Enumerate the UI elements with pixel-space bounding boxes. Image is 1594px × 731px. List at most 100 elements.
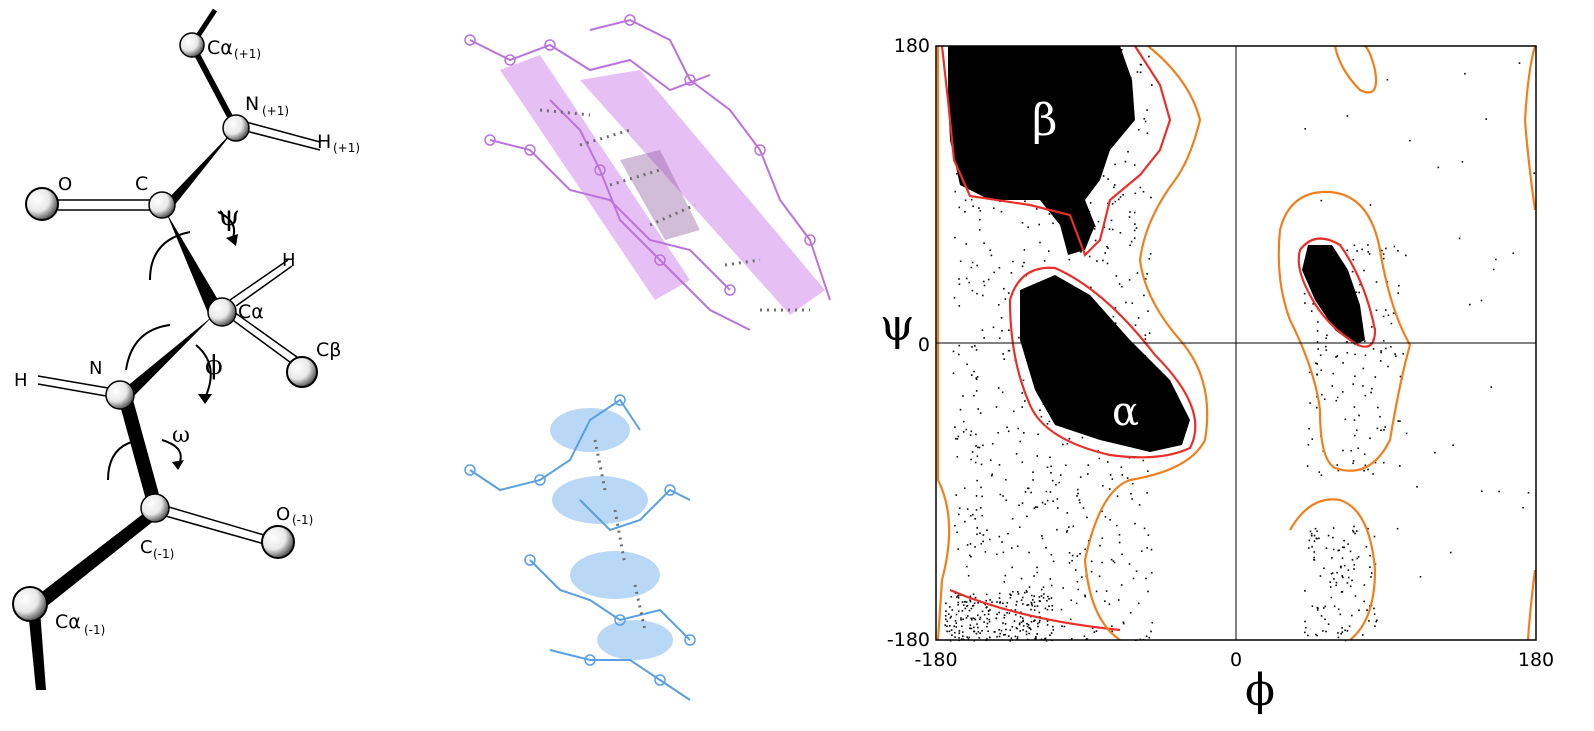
- scatter-point: [1020, 621, 1023, 624]
- scatter-point: [1356, 530, 1358, 532]
- scatter-point: [998, 635, 1001, 638]
- bond-c-ca-wedge: [166, 212, 224, 318]
- scatter-point: [979, 412, 982, 414]
- scatter-point: [1002, 551, 1005, 554]
- scatter-point: [1062, 587, 1064, 589]
- scatter-point: [1114, 200, 1117, 203]
- scatter-point: [1347, 576, 1350, 579]
- scatter-point: [1014, 609, 1017, 611]
- scatter-point: [1077, 492, 1079, 495]
- contours: [936, 45, 1537, 641]
- scatter-point: [1034, 637, 1037, 640]
- scatter-point: [999, 602, 1001, 604]
- scatter-point: [1150, 630, 1152, 633]
- scatter-point: [1355, 291, 1358, 294]
- scatter-point: [1316, 341, 1319, 343]
- scatter-point: [1011, 518, 1014, 520]
- scatter-point: [1035, 208, 1038, 210]
- scatter-point: [1327, 534, 1330, 537]
- scatter-point: [1336, 355, 1339, 357]
- scatter-point: [1357, 447, 1360, 450]
- scatter-point: [1382, 461, 1385, 464]
- scatter-point: [998, 611, 1000, 614]
- scatter-point: [999, 632, 1001, 635]
- scatter-point: [1485, 118, 1487, 120]
- scatter-point: [1313, 534, 1316, 537]
- scatter-point: [1079, 476, 1082, 478]
- scatter-point: [1138, 602, 1140, 605]
- label-psi: ψ: [218, 199, 240, 232]
- scatter-point: [989, 459, 992, 461]
- atom-o: [25, 187, 59, 221]
- scatter-point: [1021, 265, 1024, 268]
- scatter-point: [954, 620, 957, 622]
- scatter-point: [1147, 470, 1149, 472]
- scatter-point: [1034, 619, 1036, 622]
- scatter-point: [953, 297, 956, 299]
- scatter-point: [1308, 427, 1310, 430]
- scatter-point: [979, 507, 982, 509]
- scatter-point: [1373, 607, 1375, 610]
- scatter-point: [973, 602, 976, 604]
- scatter-point: [1021, 617, 1024, 619]
- scatter-point: [975, 390, 978, 392]
- scatter-point: [1040, 595, 1043, 597]
- scatter-point: [1133, 211, 1136, 214]
- scatter-point: [974, 345, 976, 347]
- scatter-point: [1354, 532, 1356, 535]
- scatter-point: [1134, 192, 1137, 195]
- scatter-point: [1018, 504, 1020, 507]
- scatter-point: [986, 638, 988, 640]
- scatter-point: [1097, 220, 1100, 223]
- helix-turn-4: [597, 620, 673, 660]
- scatter-point: [944, 615, 947, 617]
- label-cb: Cβ: [316, 339, 341, 361]
- scatter-point: [986, 625, 988, 628]
- scatter-point: [1325, 337, 1327, 339]
- y-tick-top: 180: [894, 35, 930, 57]
- helix-hbond-1: [593, 439, 607, 491]
- scatter-point: [954, 524, 956, 527]
- scatter-point: [955, 626, 958, 628]
- scatter-point: [1104, 516, 1107, 518]
- scatter-point: [1104, 252, 1106, 254]
- scatter-point: [991, 601, 993, 603]
- scatter-point: [1332, 536, 1334, 539]
- scatter-point: [1120, 466, 1123, 468]
- x-tick-right: 180: [1518, 649, 1554, 671]
- scatter-point: [977, 602, 979, 604]
- scatter-point: [1002, 495, 1004, 497]
- scatter-point: [1050, 597, 1053, 599]
- scatter-point: [1125, 301, 1127, 304]
- scatter-point: [1304, 590, 1306, 592]
- scatter-point: [1022, 603, 1024, 605]
- scatter-point: [1151, 84, 1153, 86]
- scatter-point: [1004, 623, 1007, 625]
- scatter-point: [1003, 358, 1005, 360]
- scatter-point: [1016, 545, 1019, 547]
- scatter-point: [973, 630, 975, 633]
- y-tick-mid: 0: [918, 334, 930, 356]
- scatter-point: [1362, 367, 1365, 370]
- scatter-point: [970, 555, 972, 558]
- scatter-point: [1138, 504, 1141, 506]
- scatter-point: [985, 606, 988, 609]
- scatter-point: [1329, 586, 1332, 588]
- scatter-point: [1437, 166, 1440, 169]
- scatter-point: [1138, 128, 1140, 131]
- y-axis-label: ψ: [880, 300, 915, 351]
- scatter-point: [1382, 257, 1385, 260]
- scatter-point: [998, 267, 1001, 269]
- scatter-point: [971, 289, 974, 292]
- scatter-point: [993, 207, 995, 210]
- scatter-point: [1317, 321, 1319, 323]
- scatter-point: [1006, 426, 1008, 429]
- scatter-point: [989, 609, 991, 611]
- scatter-point: [1082, 507, 1085, 509]
- scatter-point: [958, 278, 960, 280]
- scatter-point: [970, 266, 973, 269]
- scatter-point: [1146, 132, 1149, 134]
- scatter-point: [1342, 576, 1344, 579]
- scatter-point: [949, 606, 951, 608]
- scatter-point: [966, 565, 968, 568]
